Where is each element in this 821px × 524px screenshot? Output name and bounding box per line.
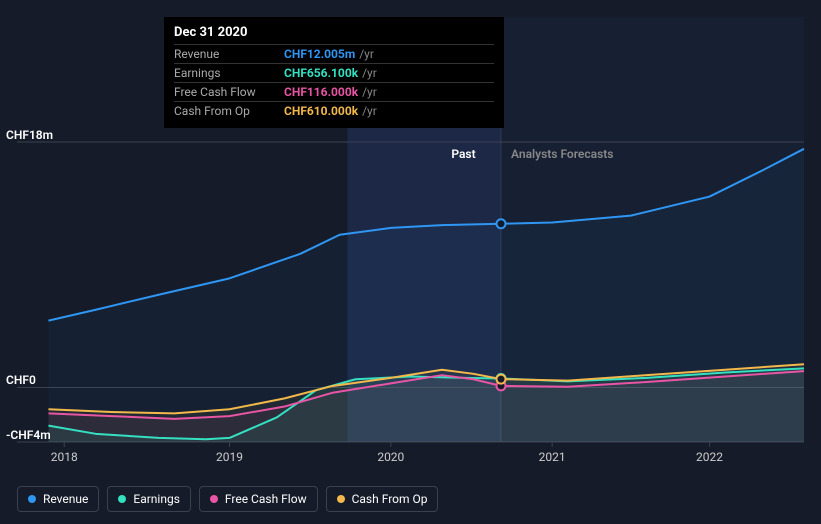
tooltip-date: Dec 31 2020 [174, 25, 494, 44]
legend-dot-icon [118, 495, 126, 503]
past-label: Past [451, 147, 475, 161]
legend-item-cash-from-op[interactable]: Cash From Op [326, 486, 439, 512]
tooltip-row: Free Cash Flow CHF116.000k /yr [174, 82, 494, 101]
tooltip-value: CHF656.100k [284, 66, 358, 80]
x-axis-label: 2022 [696, 450, 723, 464]
tooltip-value: CHF12.005m [284, 47, 355, 61]
y-axis-label: CHF0 [6, 373, 36, 387]
tooltip-unit: /yr [362, 104, 377, 118]
y-axis-label: -CHF4m [6, 428, 51, 442]
forecast-label: Analysts Forecasts [511, 147, 613, 161]
tooltip-unit: /yr [359, 47, 374, 61]
legend-label: Free Cash Flow [225, 492, 307, 506]
tooltip-unit: /yr [362, 85, 377, 99]
tooltip-label: Cash From Op [174, 104, 284, 118]
tooltip-label: Revenue [174, 47, 284, 61]
tooltip-row: Cash From Op CHF610.000k /yr [174, 101, 494, 120]
x-axis-label: 2020 [377, 450, 404, 464]
legend-label: Cash From Op [352, 492, 428, 506]
legend-label: Revenue [43, 492, 88, 506]
legend-item-revenue[interactable]: Revenue [17, 486, 99, 512]
legend-dot-icon [210, 495, 218, 503]
tooltip-value: CHF610.000k [284, 104, 358, 118]
legend-dot-icon [337, 495, 345, 503]
tooltip-label: Earnings [174, 66, 284, 80]
chart-tooltip: Dec 31 2020 Revenue CHF12.005m /yr Earni… [164, 17, 504, 128]
x-axis-label: 2021 [539, 450, 566, 464]
tooltip-row: Earnings CHF656.100k /yr [174, 63, 494, 82]
x-axis-label: 2018 [51, 450, 78, 464]
tooltip-unit: /yr [362, 66, 377, 80]
y-axis-label: CHF18m [6, 128, 53, 142]
tooltip-row: Revenue CHF12.005m /yr [174, 44, 494, 63]
tooltip-label: Free Cash Flow [174, 85, 284, 99]
legend-item-free-cash-flow[interactable]: Free Cash Flow [199, 486, 318, 512]
chart-legend: Revenue Earnings Free Cash Flow Cash From O… [17, 486, 438, 512]
legend-dot-icon [28, 495, 36, 503]
x-axis-label: 2019 [216, 450, 243, 464]
legend-item-earnings[interactable]: Earnings [107, 486, 191, 512]
legend-label: Earnings [133, 492, 180, 506]
tooltip-value: CHF116.000k [284, 85, 358, 99]
